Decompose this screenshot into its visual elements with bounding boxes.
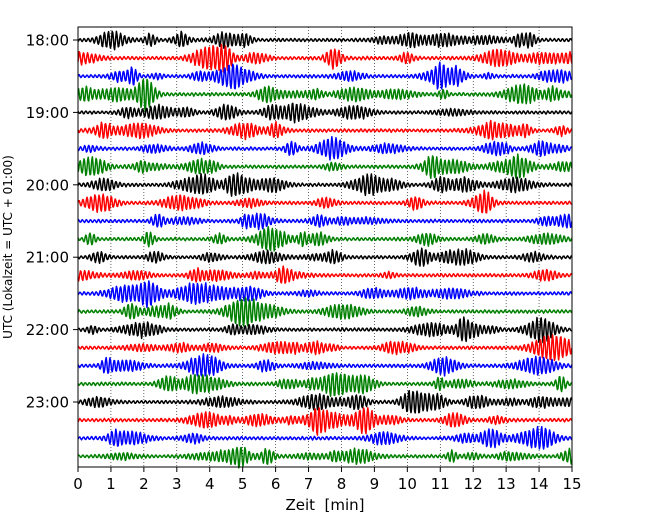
x-axis: 0 1 2 3 4 5 6 7 8 9 10 11 12 13 14 15	[73, 467, 582, 493]
x-tick-label: 14	[530, 475, 549, 493]
y-tick-label: 22:00	[26, 321, 69, 339]
grid-layer	[110, 27, 540, 467]
x-tick-label: 7	[304, 475, 314, 493]
seismogram-trace	[77, 43, 573, 73]
seismogram-trace	[77, 225, 573, 252]
seismogram-trace	[77, 136, 573, 161]
x-tick-label: 8	[337, 475, 347, 493]
y-axis-label: UTC (Lokalzeit = UTC + 01:00)	[1, 155, 15, 339]
plot-frame	[77, 26, 573, 468]
x-tick-label: 1	[106, 475, 116, 493]
trace-layer	[77, 30, 573, 469]
seismogram-trace	[77, 372, 573, 397]
x-tick-label: 15	[562, 475, 581, 493]
y-tick-label: 21:00	[26, 249, 69, 267]
seismogram-trace	[77, 212, 573, 231]
y-axis: 18:00 19:00 20:00 21:00 22:00 23:00	[26, 32, 78, 412]
seismogram-trace	[77, 334, 573, 362]
x-tick-label: 5	[238, 475, 248, 493]
seismogram-trace	[77, 265, 573, 284]
seismogram-trace	[77, 407, 573, 436]
x-tick-label: 13	[497, 475, 516, 493]
x-tick-label: 10	[398, 475, 417, 493]
seismogram-trace	[77, 247, 572, 267]
x-tick-label: 6	[271, 475, 281, 493]
seismogram-trace	[77, 189, 572, 214]
seismogram-trace	[77, 389, 573, 414]
x-tick-label: 12	[464, 475, 483, 493]
y-tick-label: 20:00	[26, 176, 69, 194]
seismogram-trace	[77, 316, 572, 344]
x-tick-label: 3	[172, 475, 182, 493]
y-tick-label: 19:00	[26, 104, 69, 122]
x-tick-label: 2	[139, 475, 149, 493]
seismogram-trace	[77, 102, 573, 124]
seismogram-trace	[77, 153, 573, 180]
y-tick-label: 18:00	[26, 32, 69, 50]
seismogram-trace	[77, 61, 572, 90]
y-tick-label: 23:00	[26, 394, 69, 412]
x-tick-label: 4	[205, 475, 215, 493]
x-axis-label: Zeit [min]	[285, 496, 364, 514]
seismogram-trace	[77, 353, 573, 377]
x-tick-label: 0	[73, 475, 83, 493]
seismogram-trace	[77, 280, 573, 309]
seismogram-trace	[77, 172, 573, 197]
seismogram-trace	[77, 119, 573, 141]
seismogram-trace	[77, 297, 573, 327]
seismogram-trace	[77, 30, 573, 51]
x-tick-label: 9	[370, 475, 380, 493]
seismogram-trace	[77, 78, 573, 113]
seismogram-trace	[77, 446, 573, 469]
seismogram-trace	[77, 425, 573, 450]
x-tick-label: 11	[431, 475, 450, 493]
